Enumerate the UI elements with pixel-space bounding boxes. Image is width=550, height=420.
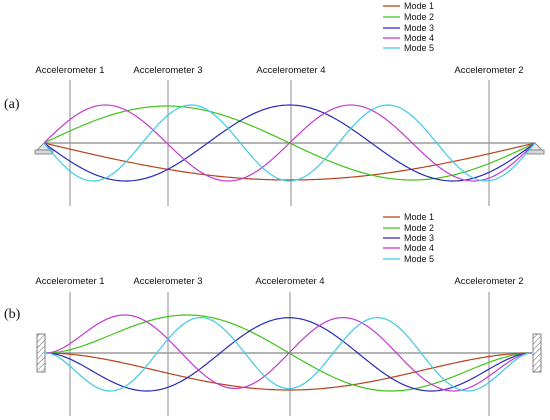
accelerometer-1-label-b: Accelerometer 1 (35, 276, 104, 287)
mode-4-curve-a (43, 104, 536, 182)
pinned-support-left (34, 142, 54, 155)
legend-label-mode-3: Mode 3 (404, 23, 434, 33)
panel-a: Mode 1 Mode 2 Mode 3 Mode 4 Mode 5 Accel… (4, 1, 545, 206)
legend-label-mode-3: Mode 3 (404, 233, 434, 243)
mode-1-curve-a (43, 142, 536, 181)
accelerometer-2-label-a: Accelerometer 2 (454, 65, 523, 76)
mode-5-curve-b (45, 316, 533, 392)
mode-4-curve-b (45, 314, 533, 392)
legend-label-mode-4: Mode 4 (404, 33, 434, 43)
legend-label-mode-1: Mode 1 (404, 212, 434, 222)
accelerometer-3-label-a: Accelerometer 3 (133, 65, 202, 76)
fixed-support-right (532, 333, 542, 373)
mode-3-curve-b (45, 317, 533, 392)
legend-label-mode-2: Mode 2 (404, 12, 434, 22)
legend-label-mode-2: Mode 2 (404, 223, 434, 233)
legend-label-mode-1: Mode 1 (404, 1, 434, 11)
legend-label-mode-4: Mode 4 (404, 243, 434, 253)
fixed-support-left (36, 333, 46, 373)
legend-a: Mode 1 Mode 2 Mode 3 Mode 4 Mode 5 (383, 1, 434, 53)
accelerometer-4-label-a: Accelerometer 4 (256, 65, 325, 76)
legend-label-mode-5: Mode 5 (404, 43, 434, 53)
panel-b: Mode 1 Mode 2 Mode 3 Mode 4 Mode 5 Accel… (4, 212, 542, 416)
accelerometer-1-label-a: Accelerometer 1 (35, 65, 104, 76)
accelerometer-4-label-b: Accelerometer 4 (255, 276, 324, 287)
mode-5-curve-a (43, 104, 536, 182)
accelerometer-3-label-b: Accelerometer 3 (133, 276, 202, 287)
accelerometer-2-label-b: Accelerometer 2 (454, 276, 523, 287)
mode-3-curve-a (43, 104, 536, 182)
legend-b: Mode 1 Mode 2 Mode 3 Mode 4 Mode 5 (383, 212, 434, 264)
panel-label-a: (a) (4, 97, 20, 112)
mode-1-curve-b (45, 352, 533, 391)
legend-label-mode-5: Mode 5 (404, 254, 434, 264)
panel-label-b: (b) (4, 307, 21, 322)
